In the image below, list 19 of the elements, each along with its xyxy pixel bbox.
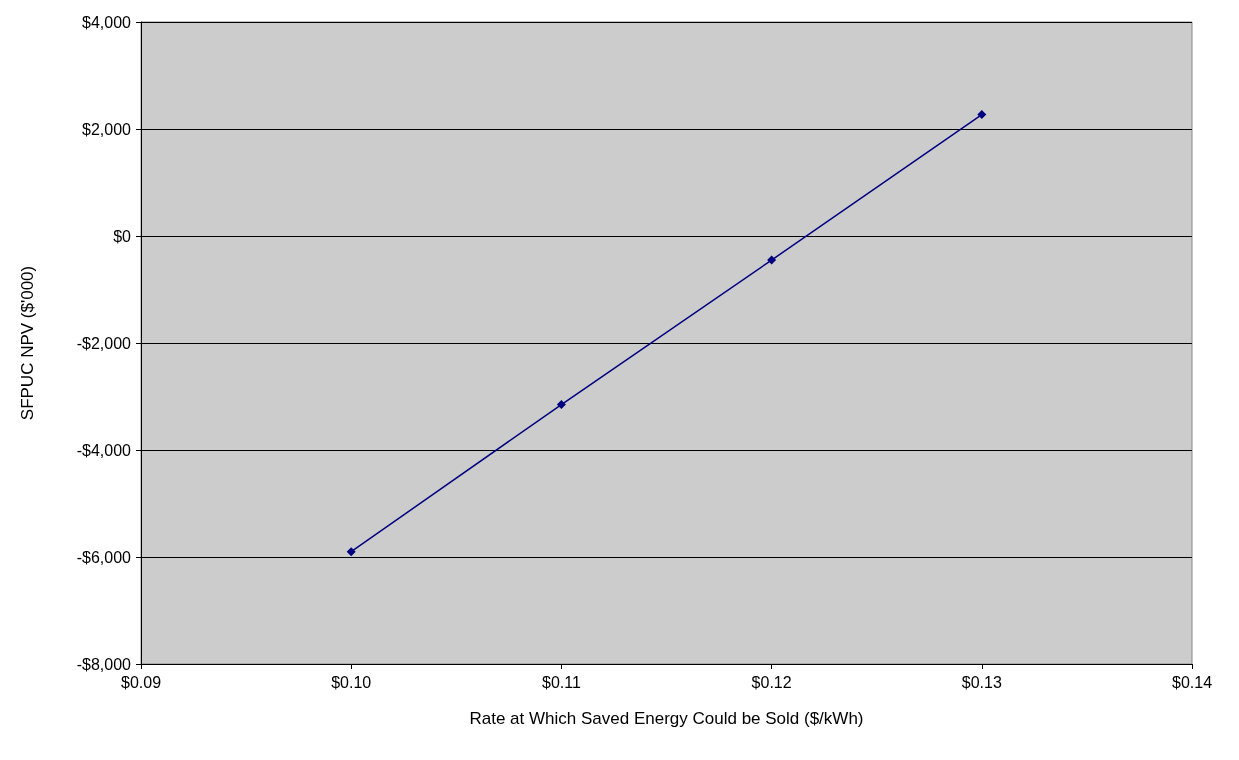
y-tick-label: $4,000: [82, 13, 132, 31]
y-tick-label: -$8,000: [76, 655, 132, 673]
point: [556, 400, 566, 410]
y-tick-label: -$6,000: [76, 548, 132, 566]
point: [346, 547, 356, 557]
x-tick-label: $0.10: [331, 673, 372, 691]
point: [767, 255, 777, 265]
x-tick-label: $0.13: [961, 673, 1002, 691]
x-tick-label: $0.11: [541, 673, 581, 691]
y-tick-label: $2,000: [82, 120, 132, 138]
x-tick-label: $0.09: [120, 673, 162, 691]
y-tick-label: -$4,000: [76, 441, 132, 459]
x-axis-title: Rate at Which Saved Energy Could be Sold ($/kWh): [469, 709, 864, 728]
y-tick-label: -$2,000: [76, 334, 132, 352]
point: [977, 110, 987, 120]
x-tick-label: $0.14: [1171, 673, 1213, 691]
y-axis-title: SFPUC NPV ($'000): [18, 265, 37, 421]
y-tick-label: $0: [113, 227, 132, 245]
x-tick-label: $0.12: [751, 673, 792, 691]
